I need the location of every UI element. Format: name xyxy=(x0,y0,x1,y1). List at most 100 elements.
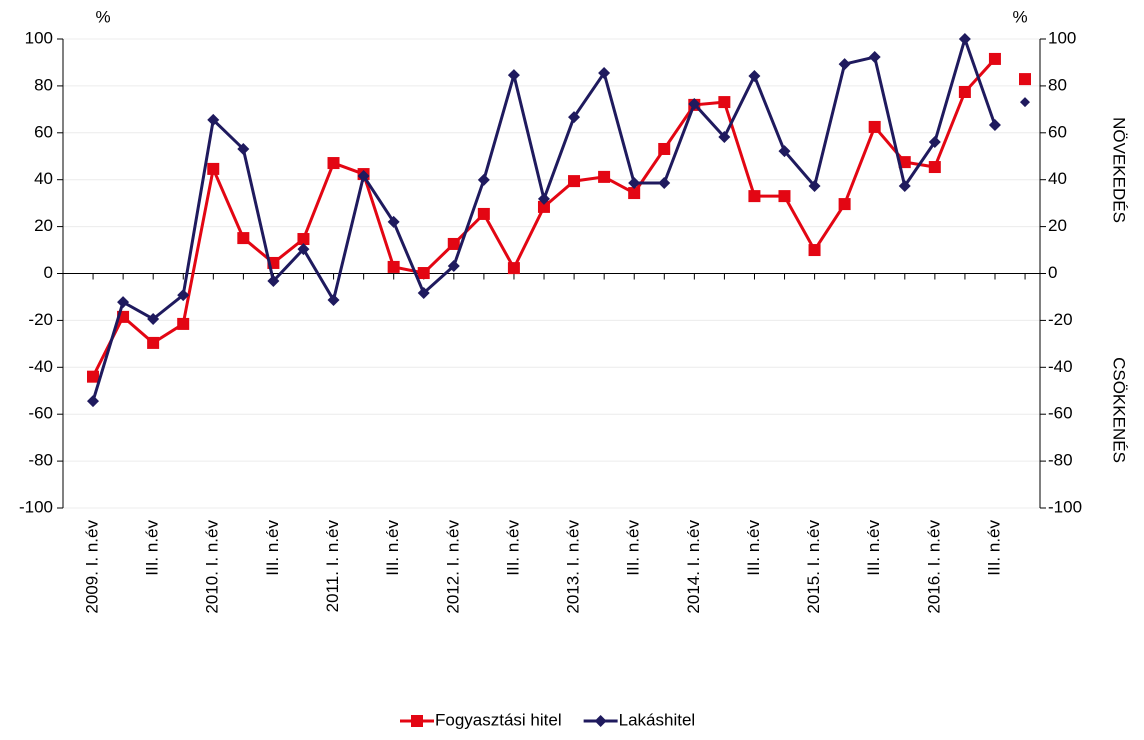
point xyxy=(357,169,370,182)
line xyxy=(91,34,997,402)
x-tick-label: 2015. I. n.év xyxy=(804,520,823,614)
point xyxy=(598,170,611,183)
y-tick-label: -80 xyxy=(28,451,53,470)
point xyxy=(868,120,881,133)
point xyxy=(417,286,430,299)
point xyxy=(387,260,400,273)
point xyxy=(477,173,490,186)
line xyxy=(91,57,997,378)
x-tick-label: 2009. I. n.év xyxy=(82,520,101,614)
legend-label: Fogyasztási hitel xyxy=(435,710,562,729)
y-tick-label: 80 xyxy=(34,75,53,94)
legend-marker xyxy=(411,715,423,727)
legend-label: Lakáshitel xyxy=(619,710,696,729)
y-tick-label: -100 xyxy=(19,497,53,516)
y2-tick-label: 40 xyxy=(1048,169,1067,188)
point xyxy=(297,243,310,256)
point xyxy=(718,131,731,144)
y2-tick-label: -100 xyxy=(1048,497,1082,516)
point xyxy=(898,156,911,169)
point xyxy=(778,190,791,203)
point xyxy=(447,237,460,250)
x-tick-label: 2012. I. n.év xyxy=(443,520,462,614)
x-tick-label: 2013. I. n.év xyxy=(564,520,583,614)
y-tick-label: 100 xyxy=(25,28,53,47)
y2-tick-label: 20 xyxy=(1048,216,1067,235)
point xyxy=(748,70,761,83)
point xyxy=(718,96,731,109)
y-axis-label: % xyxy=(95,7,110,26)
point xyxy=(868,51,881,64)
x-tick-label: III. n.év xyxy=(864,520,883,576)
point xyxy=(507,262,520,275)
point xyxy=(628,176,641,189)
point xyxy=(838,58,851,71)
point xyxy=(177,317,190,330)
y-tick-label: 0 xyxy=(44,263,53,282)
x-tick-label: III. n.év xyxy=(503,520,522,576)
point xyxy=(477,207,490,220)
x-tick-label: III. n.év xyxy=(383,520,402,576)
y-tick-label: 20 xyxy=(34,216,53,235)
legend-marker xyxy=(594,715,607,727)
point xyxy=(1020,97,1030,108)
point xyxy=(748,190,761,203)
point xyxy=(658,176,671,189)
point xyxy=(1019,73,1031,86)
x-tick-label: III. n.év xyxy=(744,520,763,576)
y2-tick-label: -80 xyxy=(1048,451,1073,470)
y2-tick-label: -40 xyxy=(1048,357,1073,376)
y2-tick-label: -60 xyxy=(1048,404,1073,423)
y2-axis-label: % xyxy=(1012,7,1027,26)
point xyxy=(598,67,611,80)
x-tick-label: 2014. I. n.év xyxy=(684,520,703,614)
y-tick-label: 60 xyxy=(34,122,53,141)
point xyxy=(928,161,941,174)
point xyxy=(117,296,130,309)
point xyxy=(628,187,641,200)
point xyxy=(267,275,280,288)
y-tick-label: -20 xyxy=(28,310,53,329)
x-tick-label: 2016. I. n.év xyxy=(924,520,943,614)
x-tick-label: 2010. I. n.év xyxy=(203,520,222,614)
point xyxy=(417,267,430,280)
y2-tick-label: -20 xyxy=(1048,310,1073,329)
x-tick-label: III. n.év xyxy=(624,520,643,576)
point xyxy=(568,111,581,124)
point xyxy=(958,85,971,98)
point xyxy=(898,180,911,193)
point xyxy=(327,293,340,306)
point xyxy=(177,289,190,302)
point xyxy=(958,33,971,45)
point xyxy=(507,69,520,82)
point xyxy=(808,180,821,193)
x-tick-label: III. n.év xyxy=(984,520,1003,576)
point xyxy=(87,370,99,383)
point xyxy=(237,232,250,245)
point xyxy=(537,192,550,205)
annotation: CSÖKKENÉS xyxy=(1110,357,1129,463)
y-tick-label: -40 xyxy=(28,357,53,376)
y2-tick-label: 60 xyxy=(1048,122,1067,141)
point xyxy=(207,113,220,126)
point xyxy=(928,135,941,148)
point xyxy=(207,162,220,175)
point xyxy=(147,336,160,349)
x-tick-label: 2011. I. n.év xyxy=(323,520,342,613)
point xyxy=(808,244,821,257)
y-tick-label: -60 xyxy=(28,404,53,423)
y-tick-label: 40 xyxy=(34,169,53,188)
point xyxy=(688,97,701,110)
point xyxy=(838,198,851,211)
y2-tick-label: 100 xyxy=(1048,28,1076,47)
point xyxy=(988,119,1001,132)
point xyxy=(447,259,460,272)
y2-tick-label: 0 xyxy=(1048,263,1057,282)
point xyxy=(568,175,581,188)
point xyxy=(537,200,550,213)
point xyxy=(87,395,99,408)
point xyxy=(988,52,1001,65)
point xyxy=(297,233,310,246)
point xyxy=(147,312,160,325)
